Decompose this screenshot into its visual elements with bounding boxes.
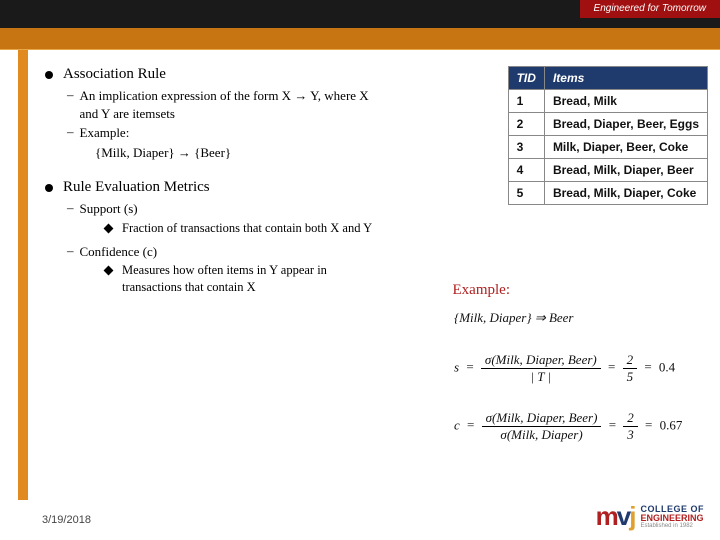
- s-num: σ(Milk, Diaper, Beer): [481, 352, 601, 369]
- assoc-def: An implication expression of the form X …: [80, 87, 380, 122]
- c-result: 0.67: [660, 417, 683, 432]
- s-den: | T |: [481, 369, 601, 385]
- col-items: Items: [544, 67, 707, 90]
- dash-icon: –: [67, 243, 74, 261]
- s-lhs: s: [454, 359, 459, 374]
- s-vnum: 2: [623, 352, 638, 369]
- c-den: σ(Milk, Diaper): [482, 427, 602, 443]
- confidence-label: Confidence (c): [80, 243, 158, 261]
- c-vden: 3: [623, 427, 638, 443]
- formula-support: s = σ(Milk, Diaper, Beer)| T | = 25 = 0.…: [454, 352, 704, 385]
- dash-icon: –: [67, 124, 74, 142]
- metrics-sublist: – Support (s) Fraction of transactions t…: [67, 200, 708, 296]
- ribbon: [0, 28, 720, 50]
- formula-confidence: c = σ(Milk, Diaper, Beer)σ(Milk, Diaper)…: [454, 410, 704, 443]
- diamond-icon: [104, 266, 114, 276]
- table-row: 4Bread, Milk, Diaper, Beer: [508, 159, 707, 182]
- table-row: 2Bread, Diaper, Beer, Eggs: [508, 113, 707, 136]
- table-row: 3Milk, Diaper, Beer, Coke: [508, 136, 707, 159]
- metrics-title: Rule Evaluation Metrics: [63, 179, 210, 196]
- dash-icon: –: [67, 87, 74, 122]
- table-header-row: TID Items: [508, 67, 707, 90]
- table-row: 1Bread, Milk: [508, 90, 707, 113]
- confidence-desc-row: Measures how often items in Y appear in …: [105, 262, 708, 296]
- support-label: Support (s): [80, 200, 138, 218]
- support-desc-row: Fraction of transactions that contain bo…: [105, 220, 708, 237]
- c-vnum: 2: [623, 410, 638, 427]
- transactions-table: TID Items 1Bread, Milk 2Bread, Diaper, B…: [508, 66, 708, 205]
- support-desc: Fraction of transactions that contain bo…: [122, 220, 372, 237]
- example-rule: {Milk, Diaper} ⇒ Beer: [454, 310, 704, 326]
- header-tagline: Engineered for Tomorrow: [580, 0, 720, 18]
- col-tid: TID: [508, 67, 544, 90]
- assoc-example-body: {Milk, Diaper} → {Beer}: [95, 144, 395, 162]
- c-num: σ(Milk, Diaper, Beer): [482, 410, 602, 427]
- confidence-desc: Measures how often items in Y appear in …: [122, 262, 352, 296]
- s-result: 0.4: [659, 359, 675, 374]
- assoc-example-label: Example:: [80, 124, 130, 142]
- s-vden: 5: [623, 369, 638, 385]
- table-row: 5Bread, Milk, Diaper, Coke: [508, 182, 707, 205]
- logo-text: COLLEGE OF ENGINEERING Established in 19…: [641, 505, 705, 529]
- footer-logo: mvj COLLEGE OF ENGINEERING Established i…: [596, 501, 704, 532]
- slide-content: Association Rule – An implication expres…: [45, 66, 708, 500]
- c-lhs: c: [454, 417, 460, 432]
- footer-date: 3/19/2018: [42, 514, 91, 526]
- disc-icon: [45, 184, 53, 192]
- logo-mark: mvj: [596, 501, 635, 532]
- top-bar: Engineered for Tomorrow: [0, 0, 720, 28]
- assoc-title: Association Rule: [63, 66, 166, 83]
- example-label: Example:: [453, 282, 510, 299]
- diamond-icon: [104, 223, 114, 233]
- dash-icon: –: [67, 200, 74, 218]
- disc-icon: [45, 71, 53, 79]
- side-accent: [18, 50, 28, 500]
